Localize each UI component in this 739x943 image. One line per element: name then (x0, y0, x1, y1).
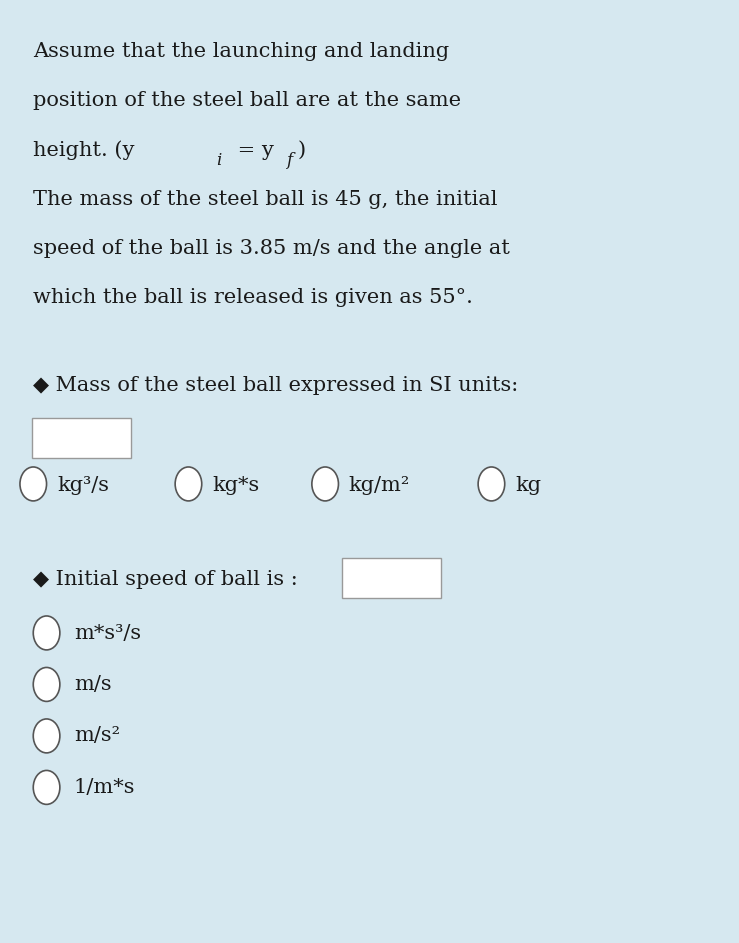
Text: speed of the ball is 3.85 m/s and the angle at: speed of the ball is 3.85 m/s and the an… (33, 239, 510, 257)
Text: ◆ Mass of the steel ball expressed in SI units:: ◆ Mass of the steel ball expressed in SI… (33, 376, 519, 395)
Text: f: f (286, 152, 292, 169)
Circle shape (20, 467, 47, 501)
Text: kg³/s: kg³/s (57, 476, 109, 495)
Text: position of the steel ball are at the same: position of the steel ball are at the sa… (33, 91, 461, 110)
Text: The mass of the steel ball is 45 g, the initial: The mass of the steel ball is 45 g, the … (33, 190, 498, 208)
Text: height. (y: height. (y (33, 141, 134, 160)
Circle shape (312, 467, 338, 501)
Circle shape (175, 467, 202, 501)
Circle shape (478, 467, 505, 501)
Text: kg*s: kg*s (212, 476, 259, 495)
Text: kg: kg (515, 476, 541, 495)
Text: i: i (217, 152, 222, 169)
Text: m/s: m/s (74, 675, 112, 694)
FancyBboxPatch shape (32, 418, 131, 457)
Text: 1/m*s: 1/m*s (74, 778, 135, 797)
Circle shape (33, 719, 60, 753)
Text: ): ) (298, 141, 306, 159)
Circle shape (33, 770, 60, 804)
Circle shape (33, 668, 60, 702)
Text: Assume that the launching and landing: Assume that the launching and landing (33, 42, 449, 61)
Text: = y: = y (231, 141, 274, 159)
Text: m/s²: m/s² (74, 726, 120, 746)
FancyBboxPatch shape (342, 558, 441, 598)
Text: m*s³/s: m*s³/s (74, 623, 141, 642)
Text: kg/m²: kg/m² (349, 476, 410, 495)
Text: ◆ Initial speed of ball is :: ◆ Initial speed of ball is : (33, 570, 298, 588)
Circle shape (33, 616, 60, 650)
Text: which the ball is released is given as 55°.: which the ball is released is given as 5… (33, 288, 473, 306)
